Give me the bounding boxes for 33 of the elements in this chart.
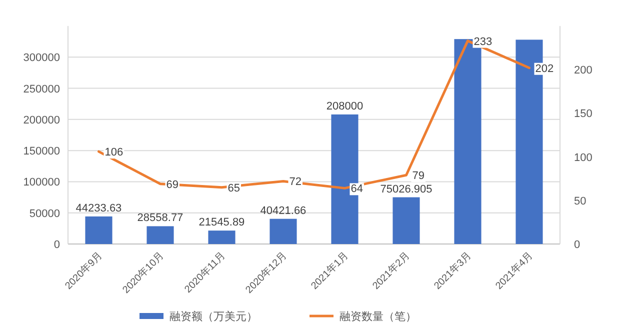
bar <box>270 218 297 244</box>
data-label: 64 <box>350 183 363 196</box>
y-tick-label: 0 <box>54 239 60 251</box>
data-label: 69 <box>166 178 178 191</box>
data-label: 44233.63 <box>76 202 122 214</box>
data-label: 72 <box>289 176 302 188</box>
data-label: 75026.905 <box>380 183 432 196</box>
data-label: 21545.89 <box>198 216 245 229</box>
legend-label: 融资额（万美元） <box>170 310 258 323</box>
y-tick-label: 200000 <box>23 114 60 126</box>
data-label: 202 <box>535 62 554 75</box>
y-tick-label: 50000 <box>29 208 60 220</box>
y2-tick-label: 150 <box>574 108 592 120</box>
data-label: 106 <box>104 146 124 159</box>
y-tick-label: 300000 <box>23 52 60 64</box>
data-label: 79 <box>412 170 424 182</box>
bar <box>208 230 236 244</box>
legend-label: 融资数量（笔） <box>340 311 416 323</box>
y2-tick-label: 200 <box>574 64 592 77</box>
data-label: 40421.66 <box>260 204 306 217</box>
bar <box>392 197 420 244</box>
y2-tick-label: 100 <box>574 152 592 164</box>
y2-tick-label: 0 <box>574 239 580 251</box>
y-tick-label: 150000 <box>23 146 60 158</box>
data-label: 28558.77 <box>137 212 184 224</box>
data-label: 233 <box>474 36 492 48</box>
y-tick-label: 100000 <box>23 176 60 189</box>
data-label: 208000 <box>326 100 364 112</box>
data-label: 65 <box>228 182 240 194</box>
bar <box>146 226 174 244</box>
y2-tick-label: 50 <box>574 195 586 208</box>
bar <box>85 216 112 244</box>
y-tick-label: 250000 <box>23 83 60 96</box>
